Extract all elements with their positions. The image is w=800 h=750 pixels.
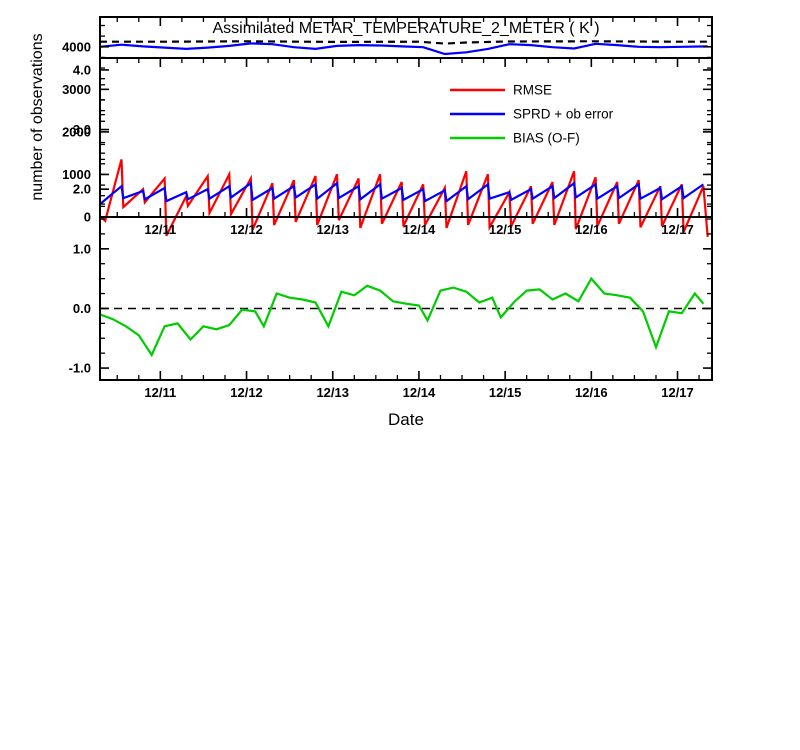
chart-title: Assimilated METAR_TEMPERATURE_2_METER ( … [212,20,599,37]
series-BIAS (O-F) [99,276,705,358]
x-tick-label: 12/13 [316,385,349,400]
series-assimilated observations [99,42,708,56]
x-tick-label: 12/11 [144,385,176,400]
x-tick-label: 12/11 [144,222,176,237]
y-tick-label: 3.0 [73,122,91,137]
y-tick-label: 4000 [62,39,91,54]
assimilation-stats-chart: Assimilated METAR_TEMPERATURE_2_METER ( … [69,20,713,429]
x-tick-label: 12/13 [316,222,349,237]
x-tick-label: 12/16 [575,222,608,237]
x-tick-label: 12/12 [230,222,263,237]
x-tick-label: 12/14 [403,222,436,237]
assimilation-stats-plot-area: 12/11 12/12 12/13 12/14 12/15 12/16 12/17 -1.0 0… [69,57,713,400]
y-tick-label: 4.0 [73,62,91,77]
x-tick-label: 12/15 [489,222,522,237]
observation-count-chart: number of observations 12/11 12/12 12/13 12… [29,16,713,237]
y-tick-label: 0.0 [73,301,91,316]
y-tick-label: -1.0 [69,361,91,376]
y-tick-label: 1000 [62,167,91,182]
x-tick-label: 12/17 [661,222,694,237]
x-tick-label: 12/12 [230,385,263,400]
x-axis-label: Date [388,410,424,429]
y-tick-label: 0 [84,210,91,225]
observation-count-plot-area: 12/11 12/12 12/13 12/14 12/15 12/16 12/17 0 1000… [62,16,713,237]
plot-frame [99,16,713,218]
x-tick-label: 12/17 [661,385,694,400]
series-SPRD + ob error [99,181,705,205]
y-tick-label: 3000 [62,82,91,97]
x-tick-label: 12/15 [489,385,522,400]
y-tick-label: 1.0 [73,241,91,256]
y-tick-label: 2.0 [73,182,91,197]
plot-frame [99,57,713,381]
x-tick-label: 12/16 [575,385,608,400]
series-RMSE [99,159,709,237]
legend-label: RMSE [513,83,552,98]
legend-label: BIAS (O-F) [513,131,580,146]
y-tick-label: 2000 [62,124,91,139]
series-expected observations [100,40,708,45]
legend-label: SPRD + ob error [513,107,614,122]
x-tick-label: 12/14 [403,385,436,400]
y-axis-label: number of observations [29,33,46,200]
